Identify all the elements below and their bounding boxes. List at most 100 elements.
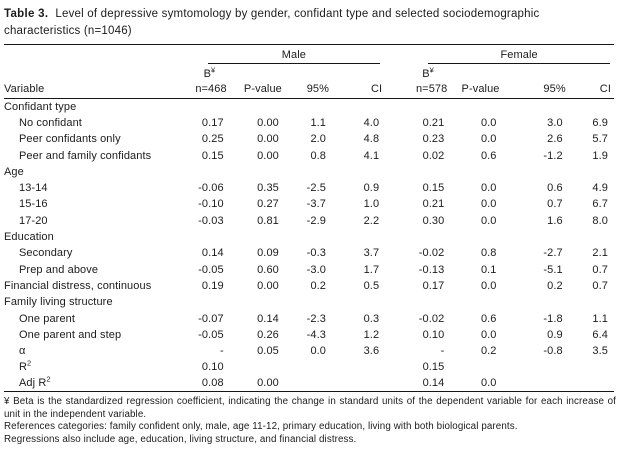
value-cell xyxy=(450,99,502,115)
value-cell xyxy=(230,294,285,310)
value-cell: 1.7 xyxy=(363,263,380,276)
value-cell: 0.0 xyxy=(480,198,497,211)
value-cell: 0.00 xyxy=(257,377,279,390)
value-cell: 1.1 xyxy=(310,116,327,129)
value-cell xyxy=(230,164,285,180)
table-row: R2 0.10 0.15 xyxy=(4,359,614,375)
table-footnotes: ¥ Beta is the standardized regression co… xyxy=(4,396,616,446)
row-label: Secondary xyxy=(19,247,73,260)
value-cell xyxy=(503,99,569,115)
value-cell: 1.1 xyxy=(592,312,608,325)
value-cell: 0.00 xyxy=(257,133,279,146)
value-cell: -5.1 xyxy=(543,263,563,276)
value-cell: 0.21 xyxy=(422,198,445,211)
value-cell: -3.0 xyxy=(306,263,327,276)
value-cell xyxy=(569,294,614,310)
empty-header-cell xyxy=(230,64,385,80)
table-row: Peer confidants only 0.25 0.00 2.0 4.8 0.23 0.… xyxy=(4,131,614,147)
value-cell: -1.2 xyxy=(543,149,563,162)
female-group-header-cell: Female xyxy=(398,45,614,64)
value-cell: 0.09 xyxy=(257,247,279,260)
value-cell: 0.35 xyxy=(257,182,279,195)
value-cell: -2.9 xyxy=(306,214,327,227)
value-cell xyxy=(285,99,332,115)
footnote-regressions: Regressions also include age, education,… xyxy=(4,433,357,445)
variable-column-header: Variable xyxy=(4,79,186,99)
value-cell xyxy=(285,164,332,180)
column-gap xyxy=(385,376,398,392)
column-gap xyxy=(385,99,398,115)
table-body: Confidant type No confidant 0.17 0.00 1.1 4.0… xyxy=(4,99,614,392)
row-label: Peer and family confidants xyxy=(19,149,152,162)
value-cell xyxy=(450,359,502,375)
male-pvalue-header: P-value xyxy=(229,79,285,99)
value-cell xyxy=(186,294,230,310)
value-cell: 0.10 xyxy=(422,328,445,341)
value-cell: -0.10 xyxy=(198,198,224,211)
value-cell xyxy=(503,229,569,245)
value-cell: 0.9 xyxy=(363,182,380,195)
value-cell: 3.7 xyxy=(363,247,380,260)
value-cell xyxy=(285,229,332,245)
table-row: 15-16 -0.10 0.27 -3.7 1.0 0.21 0.0 0.7 6.7 xyxy=(4,196,614,212)
value-cell xyxy=(285,294,332,310)
value-cell xyxy=(230,359,285,375)
value-cell: 0.2 xyxy=(480,345,497,358)
column-gap xyxy=(385,180,398,196)
value-cell: 0.15 xyxy=(201,149,224,162)
value-cell: 0.14 xyxy=(422,377,445,390)
female-n-header: n=578 xyxy=(398,79,451,99)
value-cell: 0.0 xyxy=(480,214,497,227)
row-label: Prep and above xyxy=(19,263,99,276)
table-row: Age xyxy=(4,164,614,180)
value-cell xyxy=(569,99,614,115)
row-label: Peer confidants only xyxy=(19,133,121,146)
value-cell: 3.0 xyxy=(547,116,563,129)
table-row: Confidant type xyxy=(4,99,614,115)
row-label: Adj R2 xyxy=(19,375,51,390)
value-cell: -2.7 xyxy=(543,247,563,260)
value-cell: -0.02 xyxy=(418,312,445,325)
value-cell: -4.3 xyxy=(306,328,327,341)
value-cell: 1.9 xyxy=(592,149,608,162)
value-cell: -0.07 xyxy=(198,312,224,325)
value-cell: 0.0 xyxy=(480,328,497,341)
table-row: Education xyxy=(4,229,614,245)
value-cell: 0.0 xyxy=(480,279,497,292)
female-ci-high-header: CI xyxy=(568,79,614,99)
column-gap xyxy=(385,229,398,245)
row-label: No confidant xyxy=(19,116,82,129)
value-cell: 2.6 xyxy=(547,133,563,146)
beta-symbol: B xyxy=(422,67,430,80)
value-cell: 5.7 xyxy=(592,133,608,146)
value-cell: 0.00 xyxy=(257,149,279,162)
column-gap xyxy=(385,45,398,64)
value-cell xyxy=(503,164,569,180)
value-cell: -3.7 xyxy=(306,198,327,211)
value-cell: 1.6 xyxy=(547,214,563,227)
value-cell xyxy=(332,99,385,115)
value-cell: 0.25 xyxy=(201,133,224,146)
value-cell: 2.1 xyxy=(592,247,608,260)
gender-group-header-row: Male Female xyxy=(4,45,614,64)
value-cell: 0.5 xyxy=(363,279,380,292)
male-ci-low-header: 95% xyxy=(284,79,333,99)
column-gap xyxy=(385,343,398,359)
value-cell xyxy=(230,229,285,245)
row-label: One parent and step xyxy=(19,328,122,341)
female-beta-header: B¥ xyxy=(398,64,450,80)
value-cell: 0.15 xyxy=(422,361,445,374)
value-cell: 0.08 xyxy=(201,377,224,390)
value-cell xyxy=(503,294,569,310)
table-row: Secondary 0.14 0.09 -0.3 3.7 -0.02 0.8 -2.7 2.1 xyxy=(4,245,614,261)
value-cell xyxy=(569,359,614,375)
footnote-reference-categories: References categories: family confident … xyxy=(4,421,518,433)
value-cell: 0.26 xyxy=(257,328,279,341)
empty-header-cell xyxy=(4,64,186,80)
male-n-header: n=468 xyxy=(185,79,230,99)
value-cell: -0.06 xyxy=(198,182,224,195)
table-row: Financial distress, continuous 0.19 0.00 0.… xyxy=(4,278,614,294)
row-label: Education xyxy=(4,231,54,244)
value-cell: -2.3 xyxy=(306,312,327,325)
row-label: One parent xyxy=(19,312,76,325)
